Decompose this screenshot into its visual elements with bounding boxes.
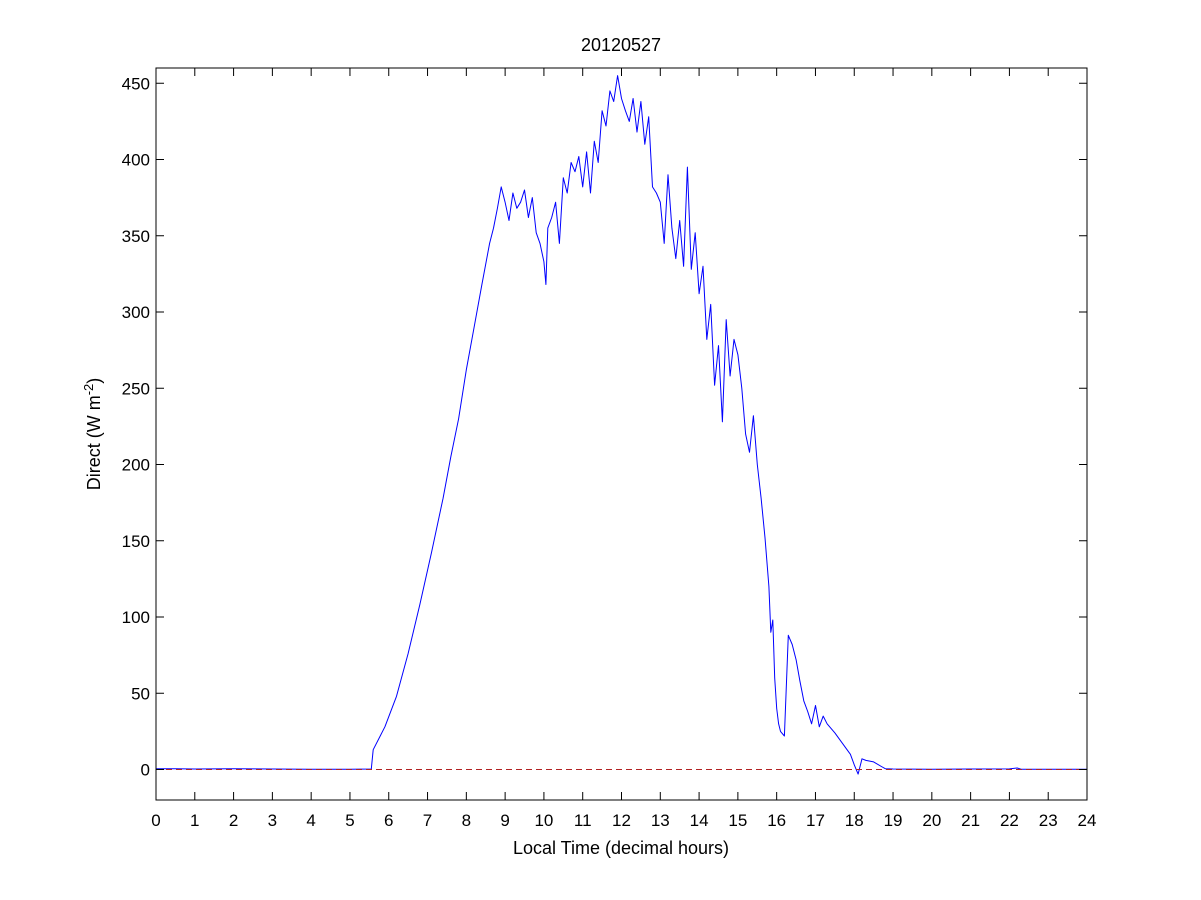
chart-title: 20120527 bbox=[581, 35, 661, 55]
y-tick-label: 450 bbox=[122, 74, 150, 93]
y-axis-label-close: ) bbox=[84, 378, 104, 384]
y-tick-label: 100 bbox=[122, 608, 150, 627]
y-tick-label: 300 bbox=[122, 303, 150, 322]
y-tick-label: 250 bbox=[122, 379, 150, 398]
x-tick-label: 0 bbox=[151, 811, 160, 830]
x-tick-label: 21 bbox=[961, 811, 980, 830]
x-tick-label: 12 bbox=[612, 811, 631, 830]
x-tick-label: 9 bbox=[500, 811, 509, 830]
y-axis-ticks: 0 50 100 150 200 250 300 350 400 450 bbox=[122, 74, 1087, 780]
x-tick-label: 1 bbox=[190, 811, 199, 830]
y-tick-label: 350 bbox=[122, 227, 150, 246]
x-tick-label: 18 bbox=[845, 811, 864, 830]
y-axis-label-base: Direct (W m bbox=[84, 395, 104, 490]
series-layer bbox=[156, 75, 1087, 775]
x-tick-label: 16 bbox=[767, 811, 786, 830]
x-tick-label: 3 bbox=[268, 811, 277, 830]
y-tick-label: 200 bbox=[122, 456, 150, 475]
x-tick-label: 5 bbox=[345, 811, 354, 830]
x-tick-label: 22 bbox=[1000, 811, 1019, 830]
plot-area bbox=[156, 68, 1087, 800]
y-axis-label-superscript: -2 bbox=[81, 384, 96, 396]
direct-irradiance-line bbox=[156, 75, 1087, 775]
x-tick-label: 7 bbox=[423, 811, 432, 830]
y-tick-label: 400 bbox=[122, 151, 150, 170]
x-tick-label: 4 bbox=[306, 811, 315, 830]
x-tick-label: 20 bbox=[922, 811, 941, 830]
x-tick-label: 10 bbox=[534, 811, 553, 830]
x-tick-label: 19 bbox=[884, 811, 903, 830]
x-tick-label: 6 bbox=[384, 811, 393, 830]
x-axis-label: Local Time (decimal hours) bbox=[513, 838, 729, 858]
x-tick-label: 13 bbox=[651, 811, 670, 830]
x-axis-ticks: 0 1 2 3 4 5 6 7 8 9 10 11 12 13 14 15 16 17 18 19 20 21 22 23 24 bbox=[151, 68, 1096, 830]
x-tick-label: 24 bbox=[1078, 811, 1097, 830]
x-tick-label: 11 bbox=[574, 811, 592, 830]
x-tick-label: 14 bbox=[690, 811, 709, 830]
x-tick-label: 15 bbox=[728, 811, 747, 830]
x-tick-label: 23 bbox=[1039, 811, 1058, 830]
y-tick-label: 0 bbox=[141, 761, 150, 780]
x-tick-label: 17 bbox=[806, 811, 825, 830]
y-axis-label: Direct (W m-2) bbox=[81, 378, 104, 491]
y-tick-label: 50 bbox=[131, 684, 150, 703]
y-tick-label: 150 bbox=[122, 532, 150, 551]
x-tick-label: 2 bbox=[229, 811, 238, 830]
x-tick-label: 8 bbox=[462, 811, 471, 830]
